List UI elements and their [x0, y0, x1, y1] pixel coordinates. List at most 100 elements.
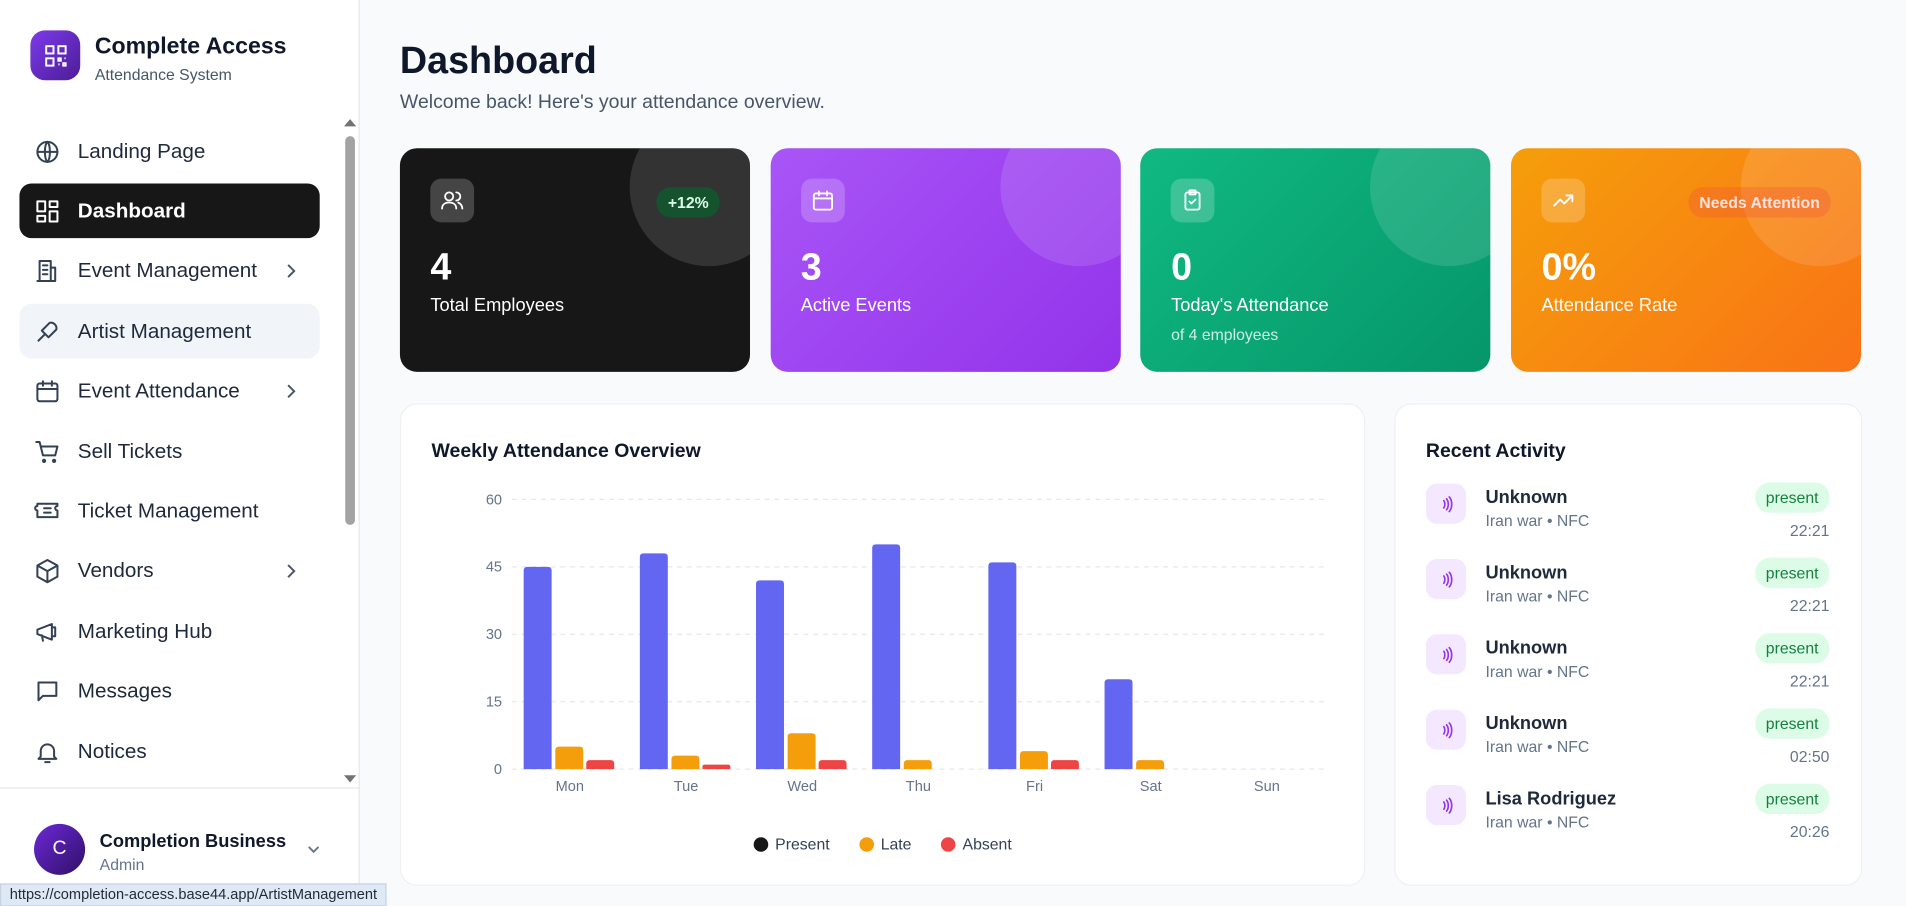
page-title: Dashboard	[399, 38, 597, 82]
chart-title: Weekly Attendance Overview	[431, 441, 701, 462]
icon	[36, 559, 59, 584]
chevron	[287, 384, 296, 398]
legend-label: Absent	[962, 834, 1012, 854]
icon	[1553, 194, 1574, 207]
nav-item[interactable]: Event Management	[19, 244, 319, 299]
stat-card: 0 Today's Attendance of 4 employees	[1140, 148, 1491, 372]
status-pill: present	[1754, 557, 1830, 589]
status-bar-url: https://completion-access.base44.app/Art…	[0, 883, 387, 906]
activity-time: 20:26	[1789, 822, 1830, 841]
legend-item: Present	[753, 834, 830, 854]
brand-subtitle: Attendance System	[94, 65, 232, 84]
scroll-up	[344, 119, 357, 127]
user-menu-chevron[interactable]	[306, 843, 321, 855]
nav-label: Sell Tickets	[77, 439, 183, 463]
bar	[555, 746, 584, 770]
card-value: 0	[1171, 245, 1193, 288]
brand-logo	[30, 30, 81, 81]
y-tick-label: 0	[494, 762, 502, 778]
card-label: Total Employees	[430, 295, 565, 316]
x-tick-label: Fri	[1026, 779, 1043, 795]
user-role: Admin	[99, 855, 145, 874]
icon	[36, 380, 59, 403]
activity-name: Unknown	[1485, 713, 1568, 734]
nav-item[interactable]: Landing Page	[19, 124, 319, 179]
nav-label: Marketing Hub	[77, 619, 213, 643]
nav-label: Dashboard	[77, 199, 186, 223]
activity-icon	[1425, 784, 1467, 826]
x-tick-label: Wed	[787, 779, 817, 795]
bar	[639, 553, 668, 770]
nav-item[interactable]: Event Attendance	[19, 364, 319, 419]
bar	[787, 733, 816, 770]
bar	[671, 755, 700, 770]
bar	[756, 580, 784, 770]
x-tick-label: Thu	[906, 779, 931, 795]
user-avatar[interactable]: C	[34, 823, 86, 875]
activity-title: Recent Activity	[1425, 441, 1566, 462]
x-tick-label: Mon	[556, 779, 584, 795]
icon	[441, 191, 464, 210]
chart: 0 15 30 45 60 Mon Tue Wed Thu Fri Sat Sun	[486, 492, 1326, 795]
activity-name: Lisa Rodriguez	[1485, 788, 1617, 810]
nav-label: Notices	[77, 739, 147, 763]
card-badge: Needs Attention	[1688, 187, 1831, 218]
card-label: Attendance Rate	[1541, 295, 1678, 316]
stat-card: 0% Attendance Rate Needs Attention	[1511, 148, 1862, 372]
nav-item[interactable]: Artist Management	[19, 304, 320, 359]
scroll-down	[344, 775, 357, 783]
status-pill: present	[1754, 482, 1830, 513]
legend-label: Present	[775, 834, 830, 854]
icon	[1442, 495, 1452, 512]
icon	[37, 742, 58, 763]
bar	[1050, 760, 1079, 770]
nav-item[interactable]: Sell Tickets	[19, 424, 319, 479]
legend-dot	[753, 836, 768, 852]
x-tick-label: Sat	[1140, 779, 1162, 795]
card-value: 0%	[1541, 245, 1596, 288]
card-icon	[430, 178, 475, 223]
activity-item: Unknown Iran war • NFC present 22:21	[1425, 482, 1830, 543]
scrollbar-thumb	[345, 136, 355, 525]
brand-title: Complete Access	[94, 34, 287, 60]
card-badge: +12%	[656, 187, 720, 218]
bar	[1136, 760, 1165, 770]
nav-label: Vendors	[77, 559, 154, 583]
nav-item[interactable]: Notices	[19, 724, 319, 779]
legend-dot	[858, 836, 874, 852]
bar	[1104, 679, 1133, 770]
status-pill: present	[1754, 783, 1830, 815]
status-pill: present	[1754, 708, 1830, 739]
nav-item[interactable]: Dashboard	[19, 183, 320, 239]
bar	[988, 562, 1017, 770]
divider	[0, 787, 359, 789]
nav-item[interactable]: Marketing Hub	[19, 604, 319, 659]
bar	[818, 760, 847, 770]
card-value: 4	[430, 245, 452, 288]
icon	[36, 140, 59, 163]
x-tick-label: Tue	[674, 779, 699, 795]
activity-name: Unknown	[1485, 562, 1568, 584]
y-tick-label: 45	[486, 560, 502, 576]
legend-item: Absent	[940, 834, 1012, 854]
icon	[1442, 721, 1452, 738]
icon	[37, 321, 58, 342]
nav-item[interactable]: Vendors	[19, 544, 319, 599]
activity-time: 22:21	[1789, 521, 1830, 540]
nav-item[interactable]: Ticket Management	[19, 484, 319, 539]
y-tick-label: 15	[486, 695, 502, 711]
page-subtitle: Welcome back! Here's your attendance ove…	[399, 92, 825, 114]
activity-item: Unknown Iran war • NFC present 22:21	[1425, 633, 1830, 694]
activity-time: 02:50	[1789, 747, 1830, 766]
activity-time: 22:21	[1789, 671, 1830, 691]
icon	[1442, 570, 1452, 588]
activity-name: Unknown	[1485, 487, 1568, 508]
icon	[34, 502, 59, 518]
card-icon	[800, 178, 845, 223]
nav-item[interactable]: Messages	[19, 664, 319, 719]
card-label: Active Events	[800, 295, 912, 316]
bar	[872, 544, 901, 770]
x-tick-label: Sun	[1254, 779, 1280, 795]
